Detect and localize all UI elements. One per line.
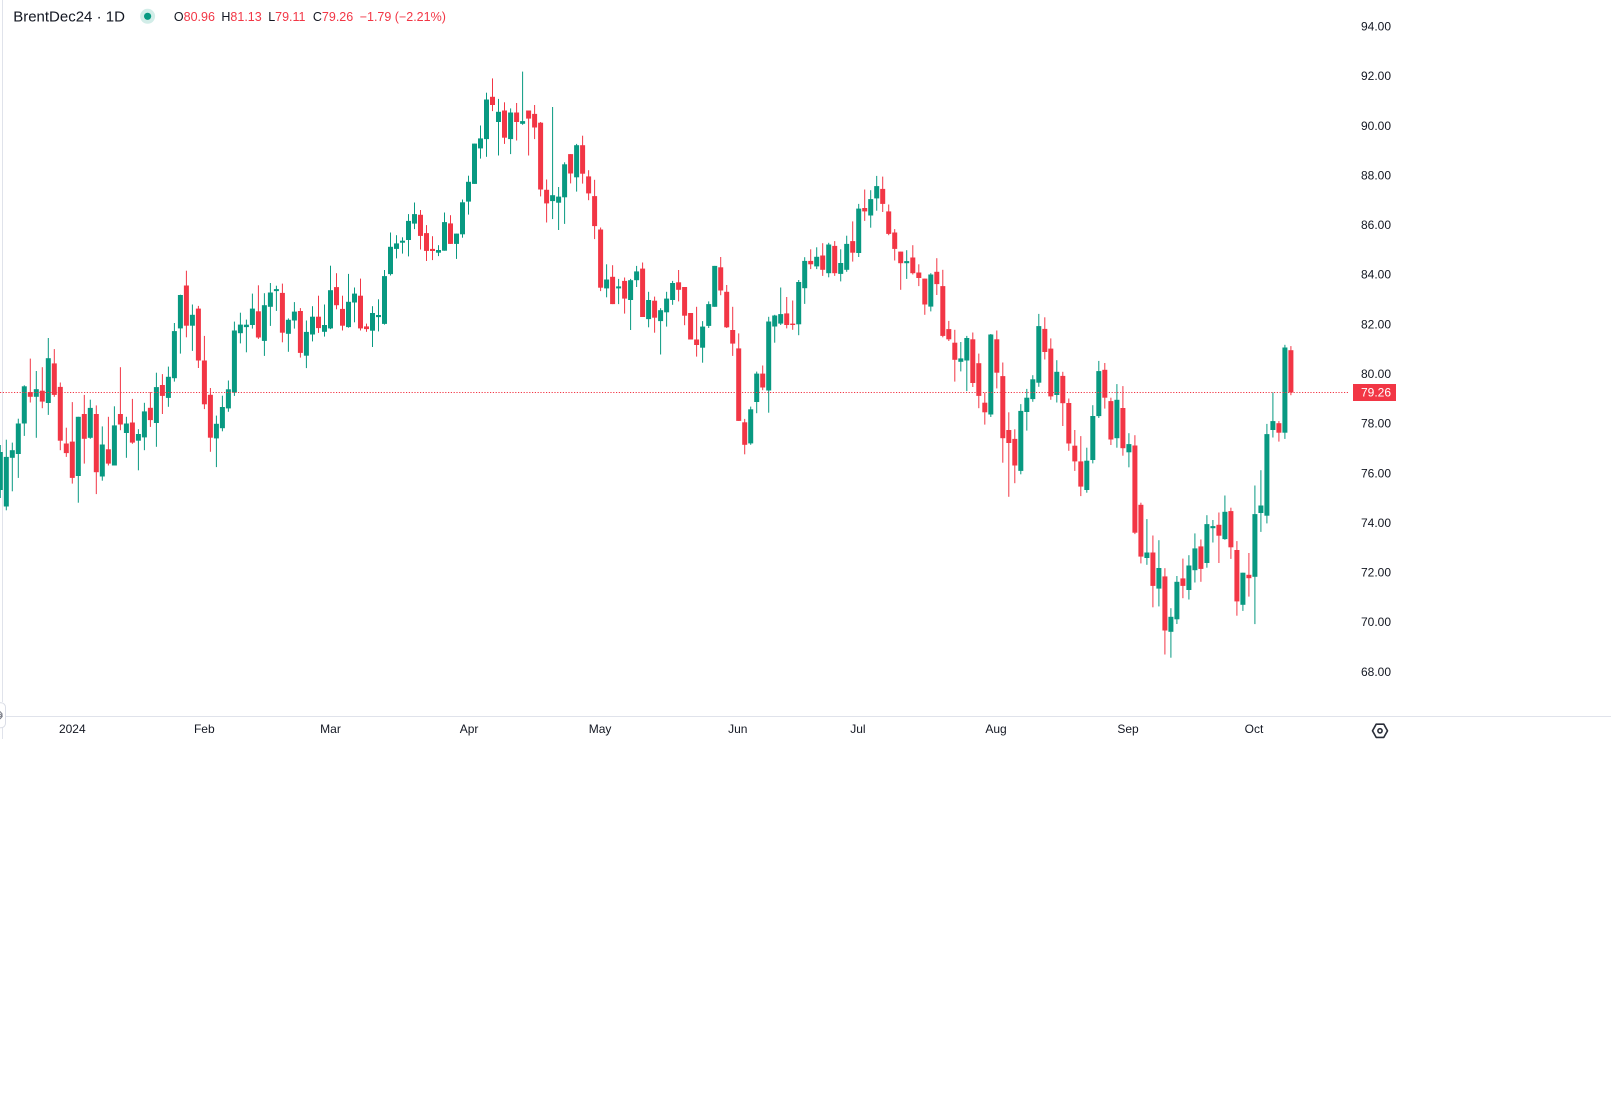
svg-text:78.00: 78.00 [1361,417,1391,431]
svg-text:70.00: 70.00 [1361,615,1391,629]
svg-text:Apr: Apr [460,722,479,736]
svg-text:BrentDec24 · 1D: BrentDec24 · 1D [13,9,125,26]
svg-text:Oct: Oct [1245,722,1264,736]
svg-text:72.00: 72.00 [1361,566,1391,580]
svg-text:80.00: 80.00 [1361,367,1391,381]
svg-text:68.00: 68.00 [1361,665,1391,679]
svg-text:2024: 2024 [59,722,86,736]
svg-text:May: May [589,722,612,736]
svg-text:O80.96: O80.96 [174,10,215,24]
svg-text:Sep: Sep [1117,722,1139,736]
svg-text:79.26: 79.26 [1361,386,1391,400]
svg-text:Jul: Jul [850,722,865,736]
svg-text:C79.26: C79.26 [313,10,353,24]
svg-text:74.00: 74.00 [1361,516,1391,530]
svg-text:H81.13: H81.13 [221,10,261,24]
svg-text:Mar: Mar [320,722,341,736]
svg-text:94.00: 94.00 [1361,20,1391,34]
svg-text:90.00: 90.00 [1361,119,1391,133]
svg-text:82.00: 82.00 [1361,317,1391,331]
svg-text:L79.11: L79.11 [268,10,305,24]
svg-text:Jun: Jun [728,722,747,736]
svg-text:Aug: Aug [985,722,1006,736]
svg-text:Feb: Feb [194,722,215,736]
svg-text:84.00: 84.00 [1361,268,1391,282]
svg-text:88.00: 88.00 [1361,168,1391,182]
svg-text:92.00: 92.00 [1361,69,1391,83]
svg-text:−1.79 (−2.21%): −1.79 (−2.21%) [360,10,446,24]
svg-text:76.00: 76.00 [1361,466,1391,480]
svg-text:86.00: 86.00 [1361,218,1391,232]
